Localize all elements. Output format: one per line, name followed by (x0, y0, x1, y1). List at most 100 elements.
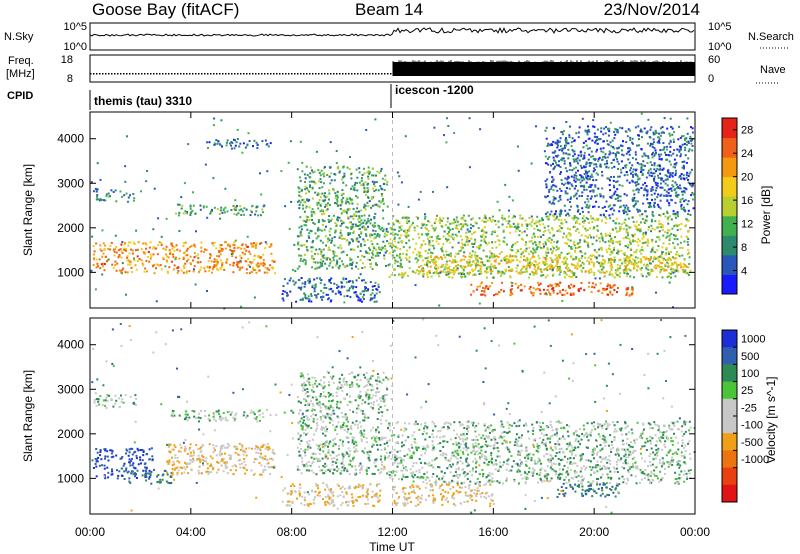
range-gate-cell (666, 231, 669, 234)
range-gate-cell (460, 246, 463, 249)
range-gate-cell (339, 244, 342, 247)
range-gate-cell (226, 210, 229, 213)
range-gate-cell (545, 196, 548, 199)
range-gate-cell (359, 273, 362, 276)
range-gate-cell (323, 182, 325, 185)
freq-sample (105, 73, 107, 75)
range-gate-cell (641, 172, 644, 175)
range-gate-cell (455, 227, 458, 229)
range-gate-cell (146, 170, 149, 172)
range-gate-cell (658, 238, 661, 241)
range-gate-cell (343, 172, 346, 175)
range-gate-cell (106, 260, 108, 263)
range-gate-cell (502, 240, 505, 243)
range-gate-cell (681, 246, 684, 249)
range-gate-cell (674, 172, 677, 175)
range-gate-cell (619, 272, 621, 275)
range-gate-cell (311, 246, 314, 249)
range-gate-cell (351, 287, 354, 290)
range-gate-cell (213, 258, 216, 261)
range-gate-cell (614, 155, 617, 158)
range-gate-cell (612, 184, 615, 187)
freq-sample (588, 60, 590, 63)
range-gate-cell (240, 257, 243, 260)
range-gate-cell (462, 225, 464, 228)
range-gate-cell (356, 207, 359, 210)
nave-label: Nave (760, 64, 786, 76)
range-gate-cell (635, 251, 637, 254)
range-gate-cell (659, 261, 662, 264)
range-gate-cell (164, 265, 167, 268)
range-gate-cell (484, 294, 487, 297)
range-gate-cell (171, 245, 174, 248)
range-gate-cell (356, 237, 359, 240)
range-gate-cell (449, 222, 452, 225)
range-gate-cell (602, 133, 605, 136)
range-gate-cell (378, 234, 381, 236)
range-gate-cell (215, 255, 218, 258)
range-gate-cell (610, 250, 613, 253)
freq-sample (390, 73, 392, 75)
range-gate-cell (252, 242, 255, 244)
range-gate-cell (564, 242, 567, 244)
range-gate-cell (184, 254, 187, 257)
range-gate-cell (367, 217, 370, 220)
range-gate-cell (212, 124, 215, 127)
range-gate-cell (139, 458, 142, 461)
range-gate-cell (599, 193, 602, 196)
range-gate-cell (598, 262, 601, 265)
range-gate-cell (545, 263, 548, 265)
range-gate-cell (661, 131, 664, 134)
range-gate-cell (241, 210, 244, 213)
range-gate-cell (143, 270, 146, 273)
range-gate-cell (128, 461, 131, 464)
range-gate-cell (514, 282, 517, 285)
freq-sample (478, 61, 480, 64)
range-gate-cell (502, 257, 505, 260)
range-gate-cell (653, 141, 655, 144)
range-gate-cell (377, 286, 380, 288)
range-gate-cell (664, 178, 667, 181)
range-gate-cell (679, 136, 682, 139)
range-gate-cell (321, 298, 324, 301)
range-gate-cell (549, 257, 552, 259)
range-gate-cell (545, 137, 548, 140)
range-gate-cell (680, 266, 682, 269)
range-gate-cell (328, 175, 331, 178)
range-gate-cell (629, 261, 632, 264)
range-gate-cell (417, 251, 420, 253)
range-gate-cell (234, 208, 237, 211)
range-gate-cell (383, 254, 386, 257)
range-gate-cell (676, 238, 679, 241)
range-gate-cell (350, 226, 353, 229)
range-gate-cell (599, 265, 602, 268)
range-gate-cell (616, 158, 618, 161)
range-gate-cell (642, 202, 645, 205)
range-gate-cell (406, 218, 409, 221)
range-gate-cell (349, 232, 352, 234)
range-gate-cell (580, 234, 583, 237)
range-gate-cell (421, 222, 423, 225)
range-gate-cell (587, 129, 590, 132)
range-gate-cell (132, 199, 135, 202)
range-gate-cell (605, 159, 608, 162)
range-gate-cell (363, 244, 366, 247)
range-gate-cell (606, 156, 609, 159)
freq-tick-top: 18 (61, 54, 73, 66)
range-gate-cell (538, 229, 541, 232)
range-gate-cell (463, 223, 466, 226)
range-gate-cell (294, 270, 297, 273)
range-gate-cell (221, 265, 223, 268)
range-gate-cell (109, 449, 112, 452)
range-gate-cell (373, 217, 376, 220)
range-gate-cell (606, 139, 609, 142)
range-gate-cell (300, 225, 303, 228)
range-gate-cell (543, 150, 546, 153)
range-gate-cell (442, 254, 445, 256)
range-gate-cell (465, 235, 467, 238)
range-gate-cell (299, 244, 302, 247)
range-tick-label: 3000 (57, 176, 84, 190)
range-gate-cell (434, 256, 437, 259)
range-gate-cell (666, 218, 669, 221)
range-gate-cell (350, 227, 353, 230)
